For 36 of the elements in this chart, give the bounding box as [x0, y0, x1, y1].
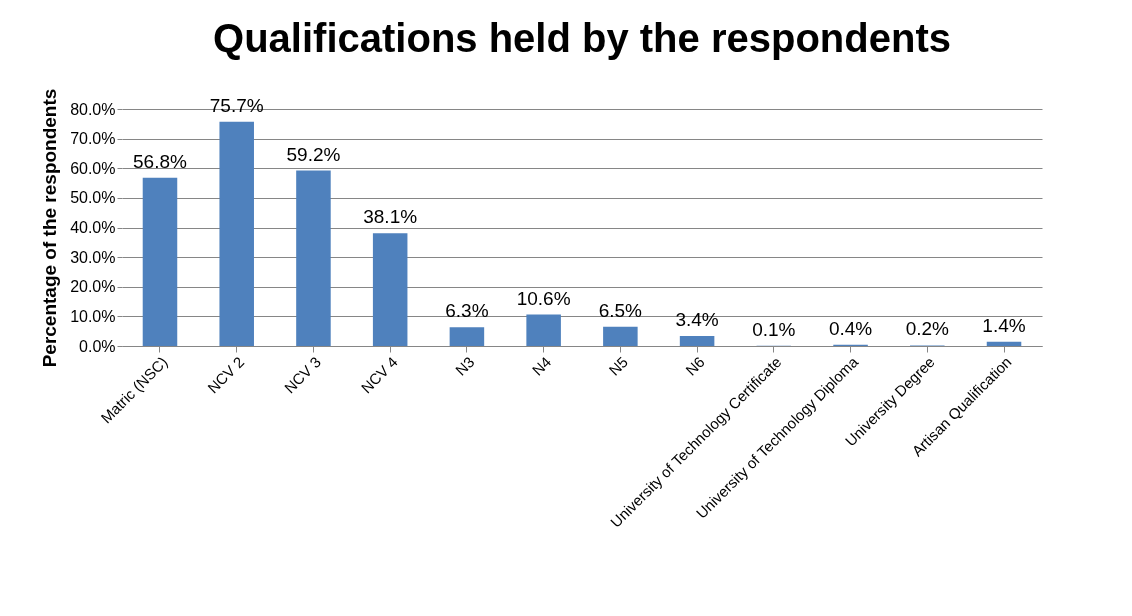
y-tick-label: 10.0% [70, 307, 116, 325]
bar [679, 335, 715, 346]
y-tick-label: 60.0% [70, 159, 116, 177]
data-label: 10.6% [516, 287, 571, 309]
data-label: 56.8% [133, 150, 188, 172]
y-tick-label: 80.0% [70, 100, 116, 118]
bar [603, 326, 638, 346]
data-label: 38.1% [363, 206, 418, 228]
bar [372, 233, 408, 346]
chart-title: Qualifications held by the respondents [213, 16, 951, 61]
y-tick-label: 50.0% [70, 189, 116, 207]
data-label: 3.4% [675, 308, 719, 330]
y-tick-label: 20.0% [70, 278, 116, 296]
bar [219, 121, 254, 346]
data-label: 6.3% [445, 300, 489, 322]
y-tick-label: 0.0% [79, 337, 116, 355]
data-label: 6.5% [598, 299, 643, 321]
bar [526, 314, 561, 346]
y-tick-label: 30.0% [70, 248, 116, 266]
bar [142, 177, 178, 346]
x-tick-label: N6 [682, 353, 708, 379]
data-label: 75.7% [209, 94, 264, 116]
x-tick-label: N4 [528, 353, 555, 379]
bar [296, 170, 331, 346]
y-axis-title: Percentage of the respondents [39, 88, 61, 368]
data-label: 0.2% [905, 318, 950, 340]
data-label: 0.4% [828, 317, 873, 339]
y-tick-label: 40.0% [70, 219, 116, 236]
x-tick-label: N3 [451, 353, 478, 379]
data-label: 59.2% [286, 143, 341, 165]
x-tick-label: N5 [605, 353, 631, 379]
data-label: 0.1% [752, 318, 796, 340]
bar [449, 327, 485, 346]
data-label: 1.4% [982, 314, 1026, 336]
y-tick-label: 70.0% [70, 130, 116, 148]
bar [986, 341, 1022, 346]
